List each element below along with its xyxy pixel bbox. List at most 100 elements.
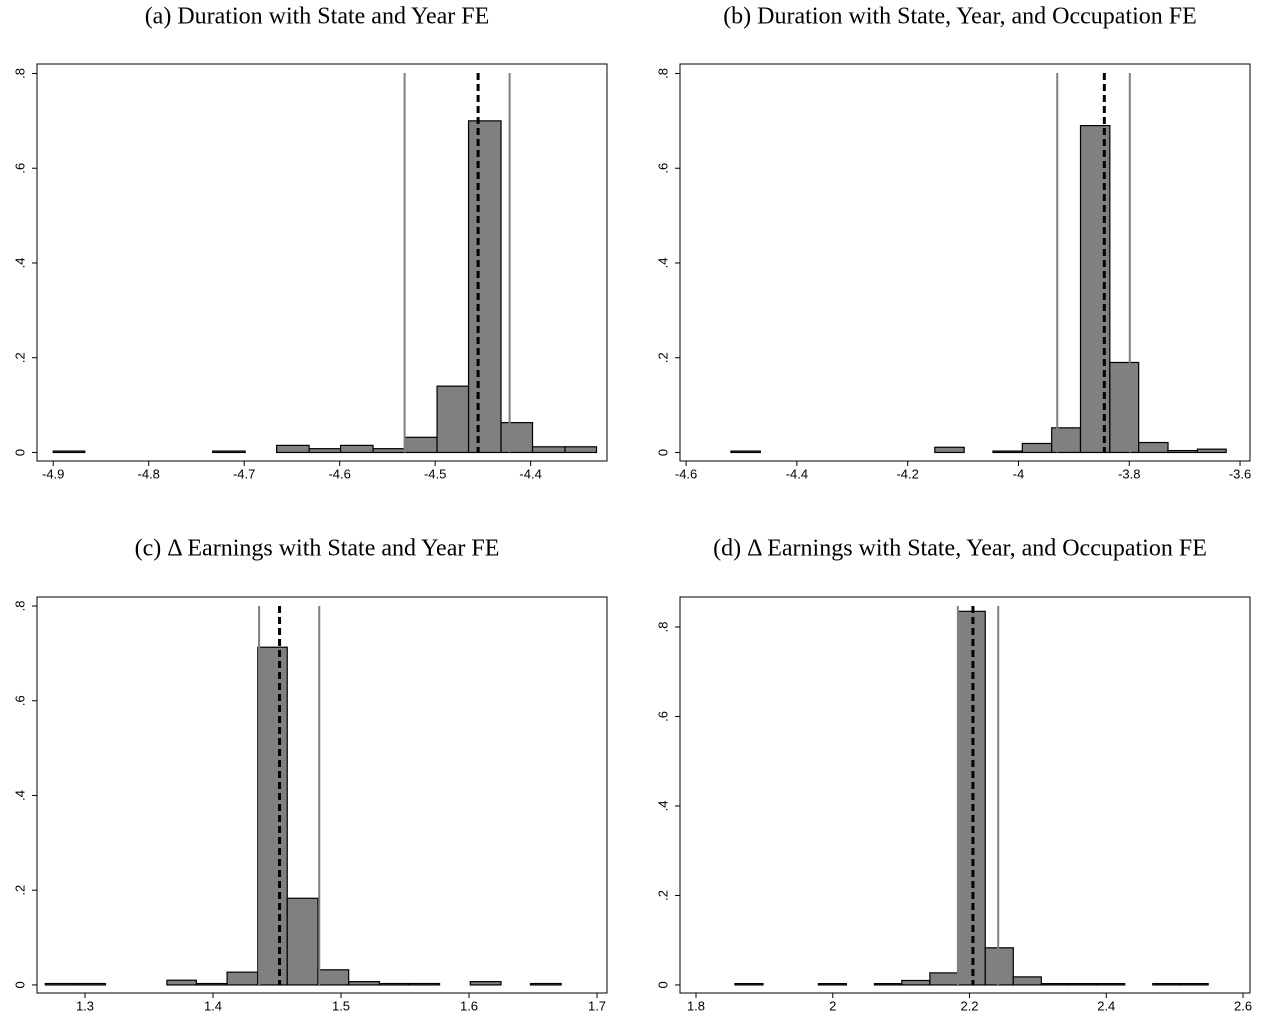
- x-tick-label: -4.8: [138, 466, 160, 481]
- y-tick-label: .8: [655, 622, 670, 633]
- x-tick-label: -4.7: [233, 466, 255, 481]
- bar: [166, 979, 197, 986]
- bar: [1138, 441, 1169, 454]
- y-tick-label: .4: [655, 258, 670, 269]
- bar: [212, 450, 246, 454]
- bar: [372, 448, 406, 454]
- y-tick-label: 0: [655, 449, 670, 456]
- y-tick-label: 0: [12, 449, 27, 456]
- bar: [730, 450, 761, 454]
- plot-frame: [679, 596, 1251, 994]
- x-tick-label: 2.6: [1234, 998, 1252, 1013]
- bar: [734, 983, 764, 986]
- bar: [1196, 448, 1227, 454]
- x-tick-label: -4: [1013, 466, 1025, 481]
- x-tick-label: 2.4: [1097, 998, 1115, 1013]
- panel: (c) Δ Earnings with State and Year FE 0 .2…: [12, 536, 608, 1013]
- bar: [901, 979, 931, 986]
- plot-frame: [679, 63, 1251, 462]
- bar: [564, 446, 598, 454]
- x-tick-label: 1.3: [76, 998, 94, 1013]
- bar: [1179, 983, 1209, 986]
- y-tick-label: .2: [12, 885, 27, 896]
- x-tick-label: -3.6: [1229, 466, 1251, 481]
- x-tick-label: 2: [829, 998, 836, 1013]
- x-tick-label: -4.9: [42, 466, 64, 481]
- y-tick-label: .8: [12, 68, 27, 79]
- bar: [286, 897, 319, 986]
- bar: [378, 982, 410, 986]
- bar: [469, 981, 502, 986]
- bar: [1021, 442, 1053, 454]
- bar: [1040, 983, 1070, 986]
- panel: (a) Duration with State and Year FE 0 .2 .4…: [12, 4, 608, 481]
- x-tick-label: -3.8: [1118, 466, 1140, 481]
- bar: [992, 450, 1023, 454]
- y-tick-label: .4: [655, 801, 670, 812]
- x-tick-label: 1.8: [687, 998, 705, 1013]
- x-tick-label: -4.4: [786, 466, 808, 481]
- bar: [817, 983, 848, 986]
- y-tick-label: .4: [12, 790, 27, 801]
- bar: [403, 436, 438, 454]
- bar: [44, 982, 76, 986]
- bar: [308, 448, 342, 454]
- x-tick-label: -4.2: [896, 466, 918, 481]
- x-tick-label: -4.5: [424, 466, 446, 481]
- bar: [873, 983, 903, 986]
- bar: [317, 969, 350, 986]
- bar: [348, 981, 381, 986]
- x-tick-label: -4.6: [675, 466, 697, 481]
- bar: [467, 120, 502, 454]
- panel-title: (b) Duration with State, Year, and Occup…: [723, 4, 1197, 30]
- panel: (d) Δ Earnings with State, Year, and Occ…: [655, 536, 1252, 1014]
- bar: [195, 982, 228, 986]
- bar: [934, 446, 965, 454]
- bar: [52, 450, 86, 454]
- x-tick-label: 1.5: [332, 998, 350, 1013]
- bar: [984, 947, 1014, 986]
- panel-title: (c) Δ Earnings with State and Year FE: [135, 536, 500, 562]
- plot-frame: [36, 63, 608, 462]
- x-tick-label: -4.4: [519, 466, 541, 481]
- x-tick-label: -4.6: [328, 466, 350, 481]
- y-tick-label: .6: [12, 695, 27, 706]
- x-tick-label: 1.7: [588, 998, 606, 1013]
- x-tick-label: 1.4: [204, 998, 222, 1013]
- panel: (b) Duration with State, Year, and Occup…: [655, 4, 1251, 482]
- x-tick-label: 1.6: [460, 998, 478, 1013]
- y-tick-label: 0: [655, 981, 670, 988]
- bar: [1012, 976, 1042, 986]
- y-tick-label: .6: [655, 711, 670, 722]
- y-tick-label: .6: [12, 163, 27, 174]
- bar: [1051, 427, 1082, 454]
- bar: [1167, 449, 1198, 454]
- y-tick-label: .4: [12, 258, 27, 269]
- bar: [929, 972, 959, 986]
- y-tick-label: .8: [12, 601, 27, 612]
- y-tick-label: .2: [12, 352, 27, 363]
- bar: [226, 971, 259, 986]
- bar: [531, 446, 566, 454]
- bar: [529, 982, 562, 986]
- bar: [257, 646, 288, 986]
- panel-title: (d) Δ Earnings with State, Year, and Occ…: [713, 536, 1207, 562]
- panel-title: (a) Duration with State and Year FE: [145, 4, 490, 30]
- y-tick-label: .2: [655, 352, 670, 363]
- y-tick-label: .6: [655, 163, 670, 174]
- bar: [74, 982, 107, 986]
- y-tick-label: 0: [12, 981, 27, 988]
- x-tick-label: 2.2: [960, 998, 978, 1013]
- y-tick-label: .2: [655, 890, 670, 901]
- bar: [436, 385, 470, 454]
- bar: [1152, 983, 1181, 986]
- bar: [1068, 983, 1098, 986]
- plot-frame: [36, 596, 608, 994]
- bar: [276, 444, 310, 454]
- bar: [1109, 361, 1140, 454]
- y-tick-label: .8: [655, 68, 670, 79]
- bar: [1096, 983, 1126, 986]
- bar: [500, 422, 534, 454]
- bar: [408, 982, 441, 986]
